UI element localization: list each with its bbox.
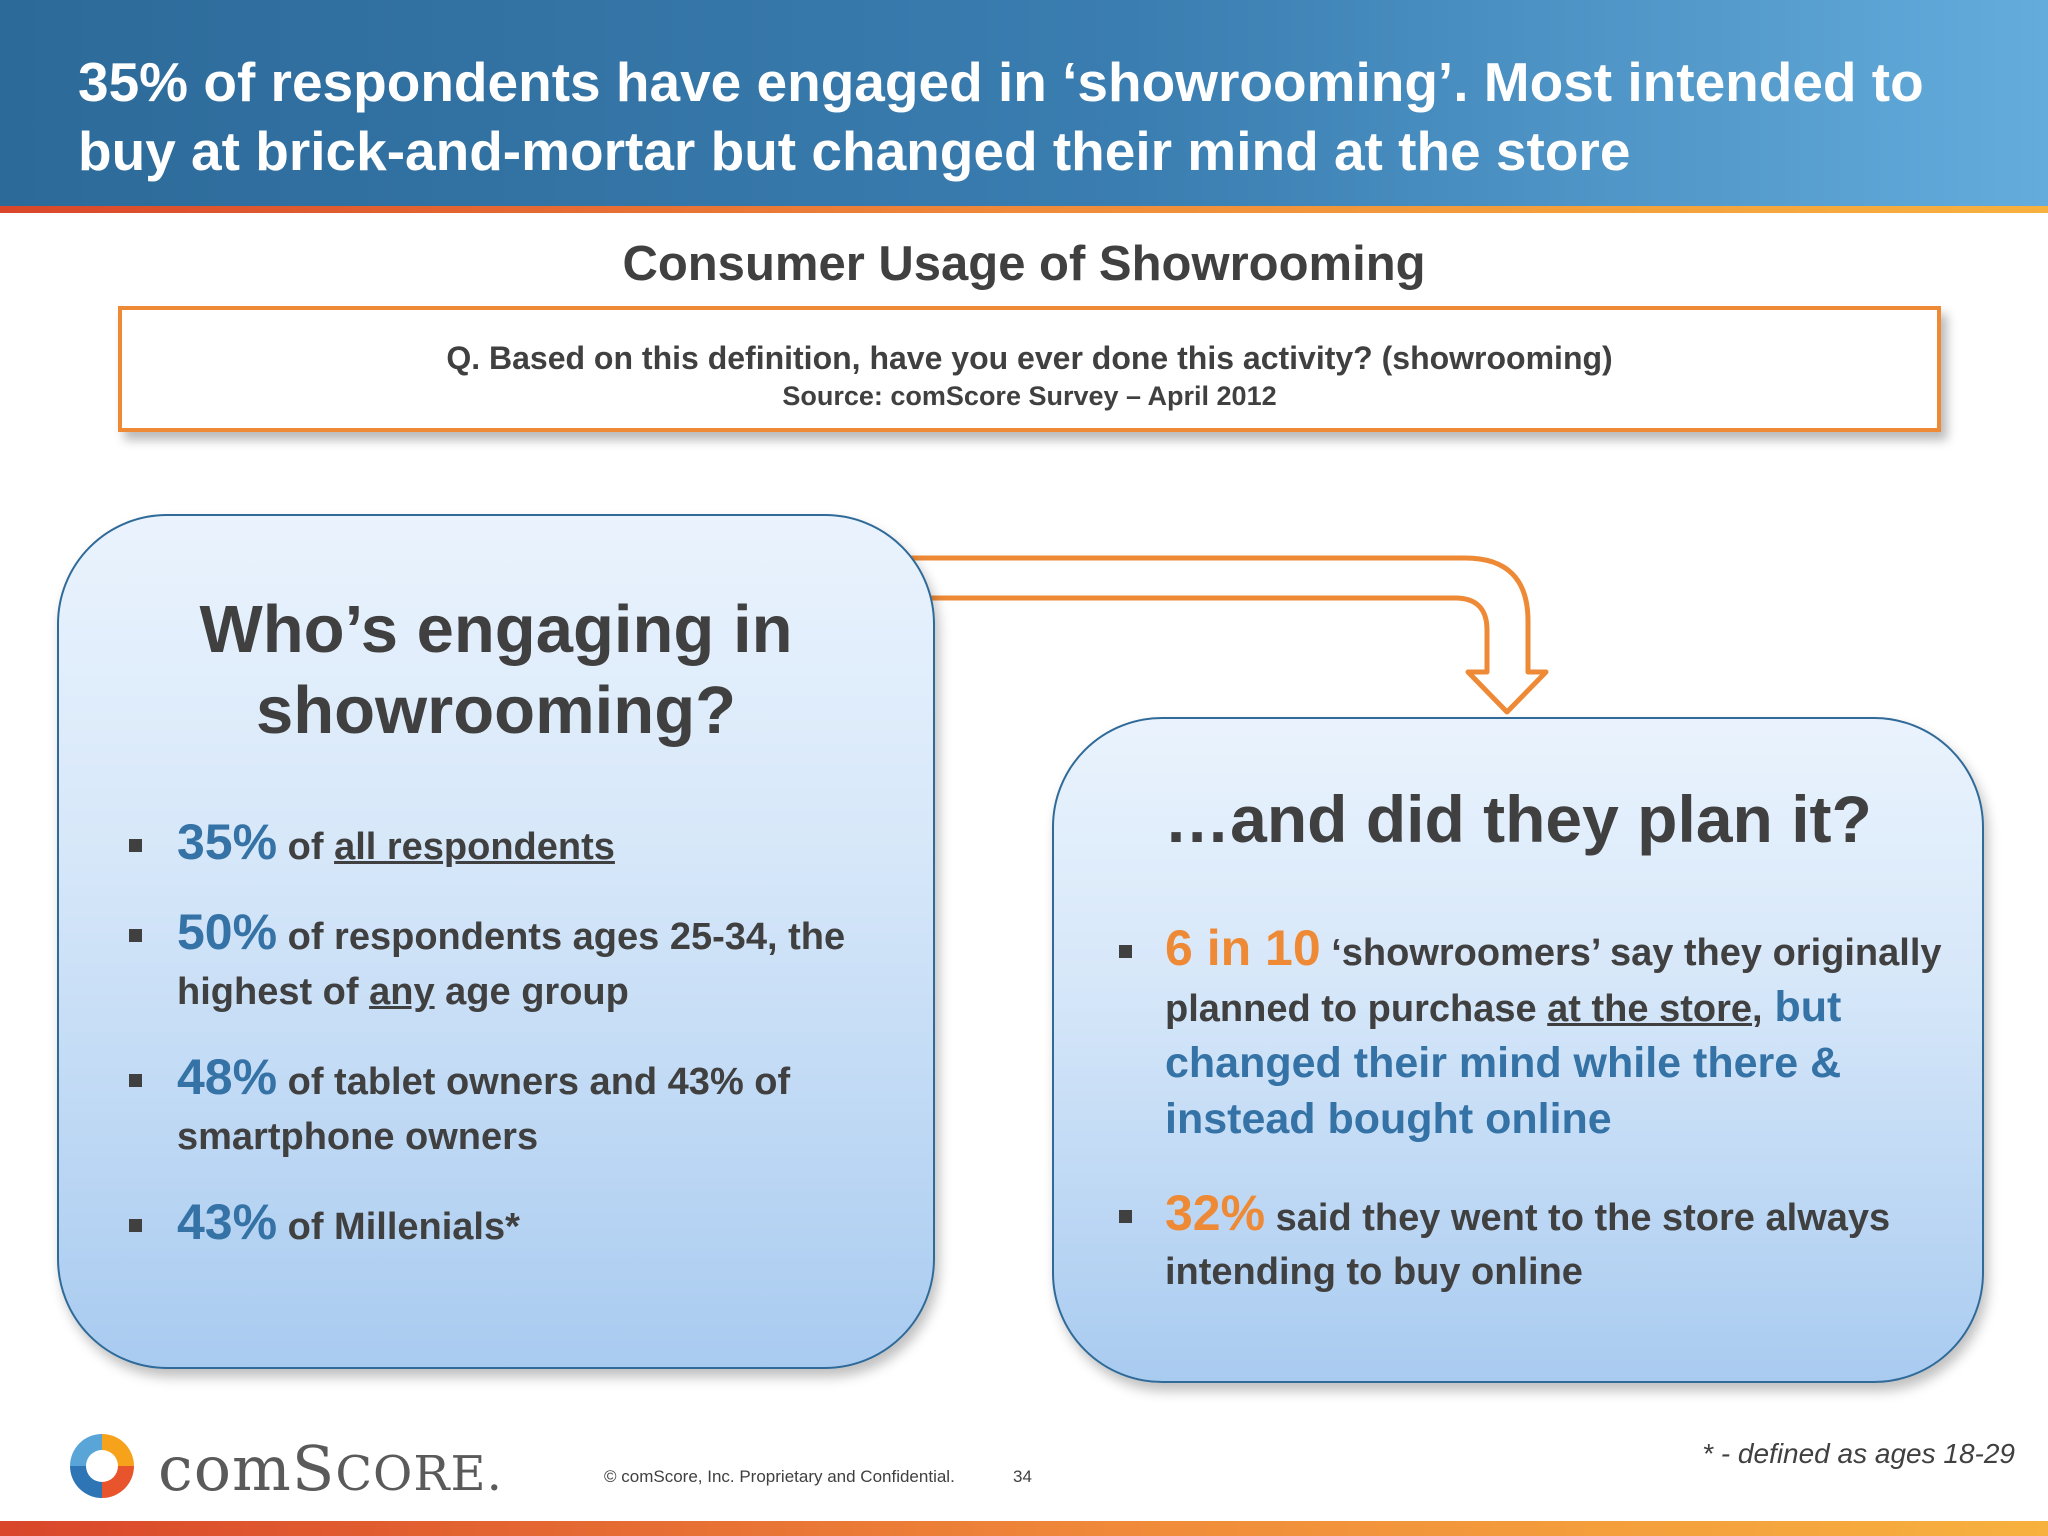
stat-value: 35% xyxy=(177,814,278,870)
list-item: 6 in 10 ‘showroomers’ say they originall… xyxy=(1119,920,1955,1148)
who-bullet-list: 35% of all respondents 50% of respondent… xyxy=(129,814,907,1255)
footer-accent-stripe xyxy=(0,1521,2048,1536)
list-item: 50% of respondents ages 25-34, the highe… xyxy=(129,904,907,1020)
list-item: 48% of tablet owners and 43% of smartpho… xyxy=(129,1049,907,1165)
stat-value: 48% xyxy=(177,1049,278,1105)
bullet-text: of Millenials* xyxy=(277,1206,520,1248)
list-item: 35% of all respondents xyxy=(129,814,907,875)
stat-value: 50% xyxy=(177,904,278,960)
bullet-text-end: age group xyxy=(434,971,629,1013)
slide-title: 35% of respondents have engaged in ‘show… xyxy=(78,51,1924,182)
bullet-text-underlined: at the store xyxy=(1547,988,1752,1030)
list-item: 43% of Millenials* xyxy=(129,1194,907,1255)
stat-value: 6 in 10 xyxy=(1165,920,1321,976)
section-title: Consumer Usage of Showrooming xyxy=(622,237,1426,291)
who-panel: Who’s engaging in showrooming? 35% of al… xyxy=(57,514,935,1369)
bullet-square-icon xyxy=(129,1219,142,1232)
who-panel-title: Who’s engaging in showrooming? xyxy=(199,592,793,748)
bullet-text-comma: , xyxy=(1752,988,1763,1030)
page-number: 34 xyxy=(1013,1467,1032,1486)
survey-source: Source: comScore Survey – April 2012 xyxy=(782,381,1277,411)
bullet-square-icon xyxy=(1119,1210,1132,1223)
question-box: Q. Based on this definition, have you ev… xyxy=(118,306,1941,432)
plan-bullet-list: 6 in 10 ‘showroomers’ say they originall… xyxy=(1119,920,1955,1299)
header-accent-stripe xyxy=(0,206,2048,213)
bullet-text: of tablet owners and 43% of smartphone o… xyxy=(177,1061,791,1158)
list-item: 32% said they went to the store always i… xyxy=(1119,1185,1955,1299)
plan-panel-title: …and did they plan it? xyxy=(1164,782,1872,856)
survey-question: Q. Based on this definition, have you ev… xyxy=(446,340,1613,376)
bullet-square-icon xyxy=(1119,945,1132,958)
stat-value: 43% xyxy=(177,1194,278,1250)
comscore-logo-text: comSCORE. xyxy=(158,1432,503,1505)
bullet-text: of respondents ages 25-34, the highest o… xyxy=(177,916,846,1013)
bullet-text: ‘showroomers’ say they originally planne… xyxy=(1165,932,1942,1030)
plan-panel: …and did they plan it? 6 in 10 ‘showroom… xyxy=(1052,717,1984,1383)
bullet-text: of xyxy=(277,826,335,868)
bullet-text-underlined: all respondents xyxy=(334,826,615,868)
copyright-notice: © comScore, Inc. Proprietary and Confide… xyxy=(604,1467,955,1486)
bullet-square-icon xyxy=(129,839,142,852)
stat-value: 32% xyxy=(1165,1185,1266,1241)
bullet-highlight-text: but changed their mind while there & ins… xyxy=(1165,983,1842,1143)
bullet-text-underlined: any xyxy=(369,971,435,1013)
bullet-square-icon xyxy=(129,1074,142,1087)
footnote: * - defined as ages 18-29 xyxy=(1702,1438,2015,1469)
bullet-text: said they went to the store always inten… xyxy=(1165,1197,1891,1293)
comscore-logo-icon xyxy=(70,1434,134,1498)
bullet-square-icon xyxy=(129,929,142,942)
header-banner: 35% of respondents have engaged in ‘show… xyxy=(0,0,2048,206)
